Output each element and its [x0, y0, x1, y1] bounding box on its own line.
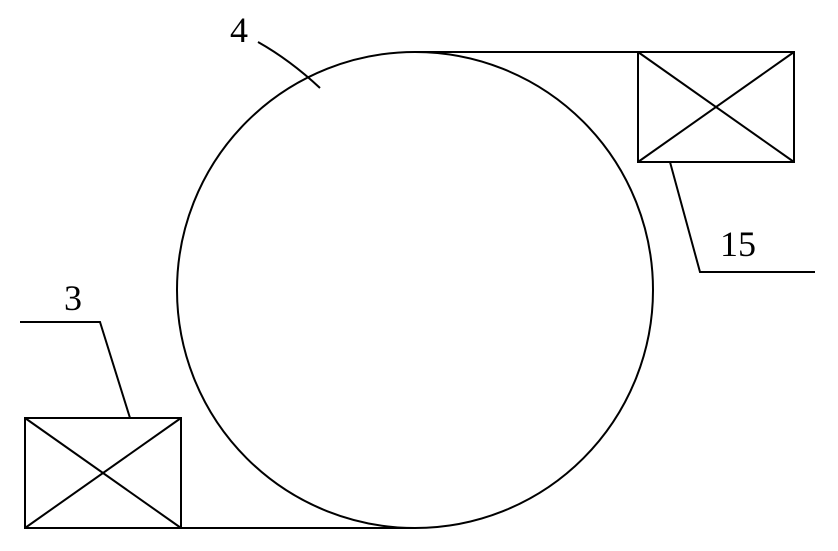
label-3: 3 — [20, 278, 130, 418]
label-3-text: 3 — [64, 278, 82, 318]
leader-4 — [258, 42, 320, 88]
leader-3 — [20, 322, 130, 418]
main-circle — [177, 52, 653, 528]
label-15: 15 — [670, 162, 815, 272]
label-4: 4 — [230, 10, 320, 88]
right-box — [638, 52, 794, 162]
schematic-svg: 4 3 15 — [0, 0, 838, 551]
left-box — [25, 418, 181, 528]
label-4-text: 4 — [230, 10, 248, 50]
label-15-text: 15 — [720, 224, 756, 264]
